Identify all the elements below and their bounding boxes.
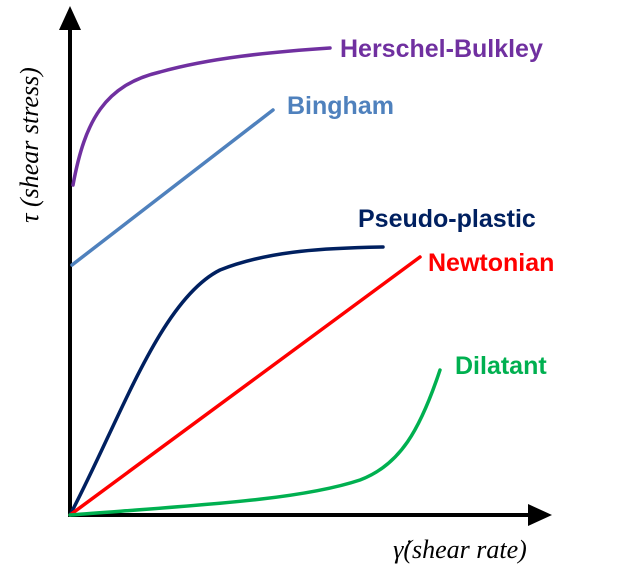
herschel-bulkley-curve — [71, 46, 332, 187]
dilatant-curve — [68, 368, 442, 517]
x-axis-arrow — [528, 504, 552, 526]
x-axis-label: γ̇(shear rate) — [393, 535, 527, 564]
curve-label: Bingham — [287, 92, 394, 120]
curve-label: Pseudo-plastic — [358, 205, 536, 233]
bingham-curve — [70, 108, 275, 267]
y-axis-arrow — [59, 6, 81, 30]
curve-label: Newtonian — [428, 249, 554, 277]
pseudo-plastic-curve — [68, 245, 385, 517]
curve-label: Dilatant — [455, 352, 547, 380]
newtonian-curve — [68, 255, 422, 517]
y-axis-label: τ (shear stress) — [15, 67, 44, 223]
curve-label: Herschel-Bulkley — [340, 35, 543, 63]
